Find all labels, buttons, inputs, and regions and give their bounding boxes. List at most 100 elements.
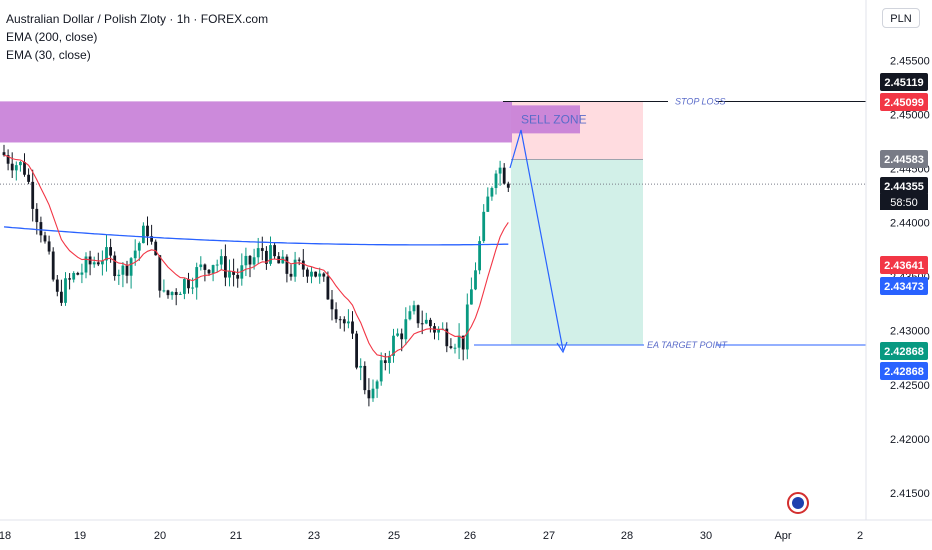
- candle-body: [465, 304, 469, 350]
- candle-body: [31, 181, 35, 209]
- candle-body: [273, 245, 276, 257]
- candle-body: [72, 272, 76, 280]
- price-label-box: [880, 177, 928, 195]
- candle-body: [64, 278, 67, 303]
- x-tick-label: 28: [621, 530, 633, 542]
- candle-body: [392, 335, 395, 356]
- candle-body: [224, 256, 227, 278]
- candle-body: [314, 271, 317, 277]
- indicator-ema200[interactable]: EMA (200, close): [6, 30, 98, 44]
- candle-body: [482, 211, 486, 242]
- candle-body: [498, 167, 502, 174]
- candle-body: [191, 287, 194, 289]
- candle-body: [379, 360, 383, 382]
- candle-body: [92, 262, 96, 265]
- candle-body: [211, 265, 215, 274]
- candle-body: [474, 270, 477, 290]
- y-tick-label: 2.43000: [890, 326, 930, 338]
- candle-body: [285, 256, 289, 274]
- candle-body: [408, 311, 412, 320]
- candle-body: [6, 155, 10, 164]
- candle-body: [506, 183, 510, 188]
- candle-body: [256, 248, 260, 258]
- candle-body: [367, 390, 371, 399]
- candle-body: [207, 269, 211, 274]
- candle-body: [162, 290, 166, 292]
- candle-body: [338, 319, 342, 321]
- price-label-box: [880, 150, 928, 168]
- candle-body: [39, 222, 43, 236]
- candle-body: [178, 293, 182, 295]
- candle-body: [150, 236, 153, 242]
- y-tick-label: 2.45500: [890, 55, 930, 67]
- forecast-arrow: [509, 129, 564, 351]
- x-tick-label: Apr: [774, 530, 791, 542]
- candle-body: [342, 319, 346, 324]
- candle-body: [363, 365, 367, 391]
- candle-body: [14, 165, 18, 171]
- price-label-box: [880, 256, 928, 274]
- candle-body: [68, 278, 71, 280]
- candle-body: [203, 264, 207, 270]
- candle-body: [174, 292, 178, 295]
- x-tick-label: 23: [308, 530, 320, 542]
- candle-body: [260, 248, 264, 251]
- candle-body: [359, 365, 363, 368]
- candle-body: [281, 256, 285, 264]
- candle-body: [166, 290, 170, 296]
- candle-body: [101, 260, 104, 265]
- y-tick-label: 2.42000: [890, 434, 930, 446]
- candle-body: [453, 347, 457, 349]
- forecast-arrowhead: [556, 341, 568, 354]
- x-tick-label: 26: [464, 530, 476, 542]
- candle-body: [297, 259, 301, 261]
- candle-body: [55, 279, 59, 292]
- candle-body: [404, 319, 408, 340]
- ema200-line: [3, 226, 509, 246]
- candle-body: [129, 258, 133, 276]
- candle-body: [244, 255, 248, 266]
- candle-body: [502, 167, 506, 184]
- candle-body: [351, 321, 354, 334]
- candle-body: [396, 333, 399, 336]
- stop-loss-label: STOP LOSS: [675, 96, 726, 106]
- candle-body: [293, 259, 297, 277]
- candle-body: [355, 333, 358, 368]
- candle-body: [35, 208, 39, 223]
- candle-body: [486, 196, 490, 212]
- candle-body: [301, 260, 305, 270]
- candle-body: [113, 255, 117, 277]
- candle-body: [51, 251, 55, 280]
- candle-body: [470, 289, 473, 305]
- candle-body: [183, 279, 186, 294]
- candle-body: [228, 271, 231, 278]
- candle-body: [47, 241, 51, 252]
- sell-zone-label-box: [512, 105, 580, 134]
- price-label: 2.43473: [884, 281, 924, 293]
- sell-zone-band: [0, 101, 512, 143]
- currency-button[interactable]: PLN: [882, 8, 920, 28]
- candle-body: [43, 235, 47, 242]
- price-label: 2.42868: [884, 346, 924, 358]
- candle-body: [121, 265, 125, 275]
- price-label: 2.45099: [884, 97, 924, 109]
- indicator-ema30[interactable]: EMA (30, close): [6, 48, 91, 62]
- candle-body: [215, 264, 219, 266]
- candle-body: [318, 273, 322, 277]
- candle-body: [133, 250, 137, 259]
- candle-body: [137, 243, 141, 251]
- price-label-box: [880, 342, 928, 360]
- candle-body: [310, 271, 313, 277]
- candle-body: [416, 305, 420, 324]
- candle-body: [187, 279, 190, 289]
- candle-body: [437, 329, 440, 333]
- candle-body: [252, 257, 256, 265]
- candle-body: [322, 273, 326, 277]
- candle-body: [105, 247, 108, 261]
- candle-body: [412, 305, 416, 312]
- candle-body: [170, 292, 174, 296]
- chart-title: Australian Dollar / Polish Zloty · 1h · …: [6, 12, 269, 26]
- countdown-label: 58:50: [890, 197, 918, 209]
